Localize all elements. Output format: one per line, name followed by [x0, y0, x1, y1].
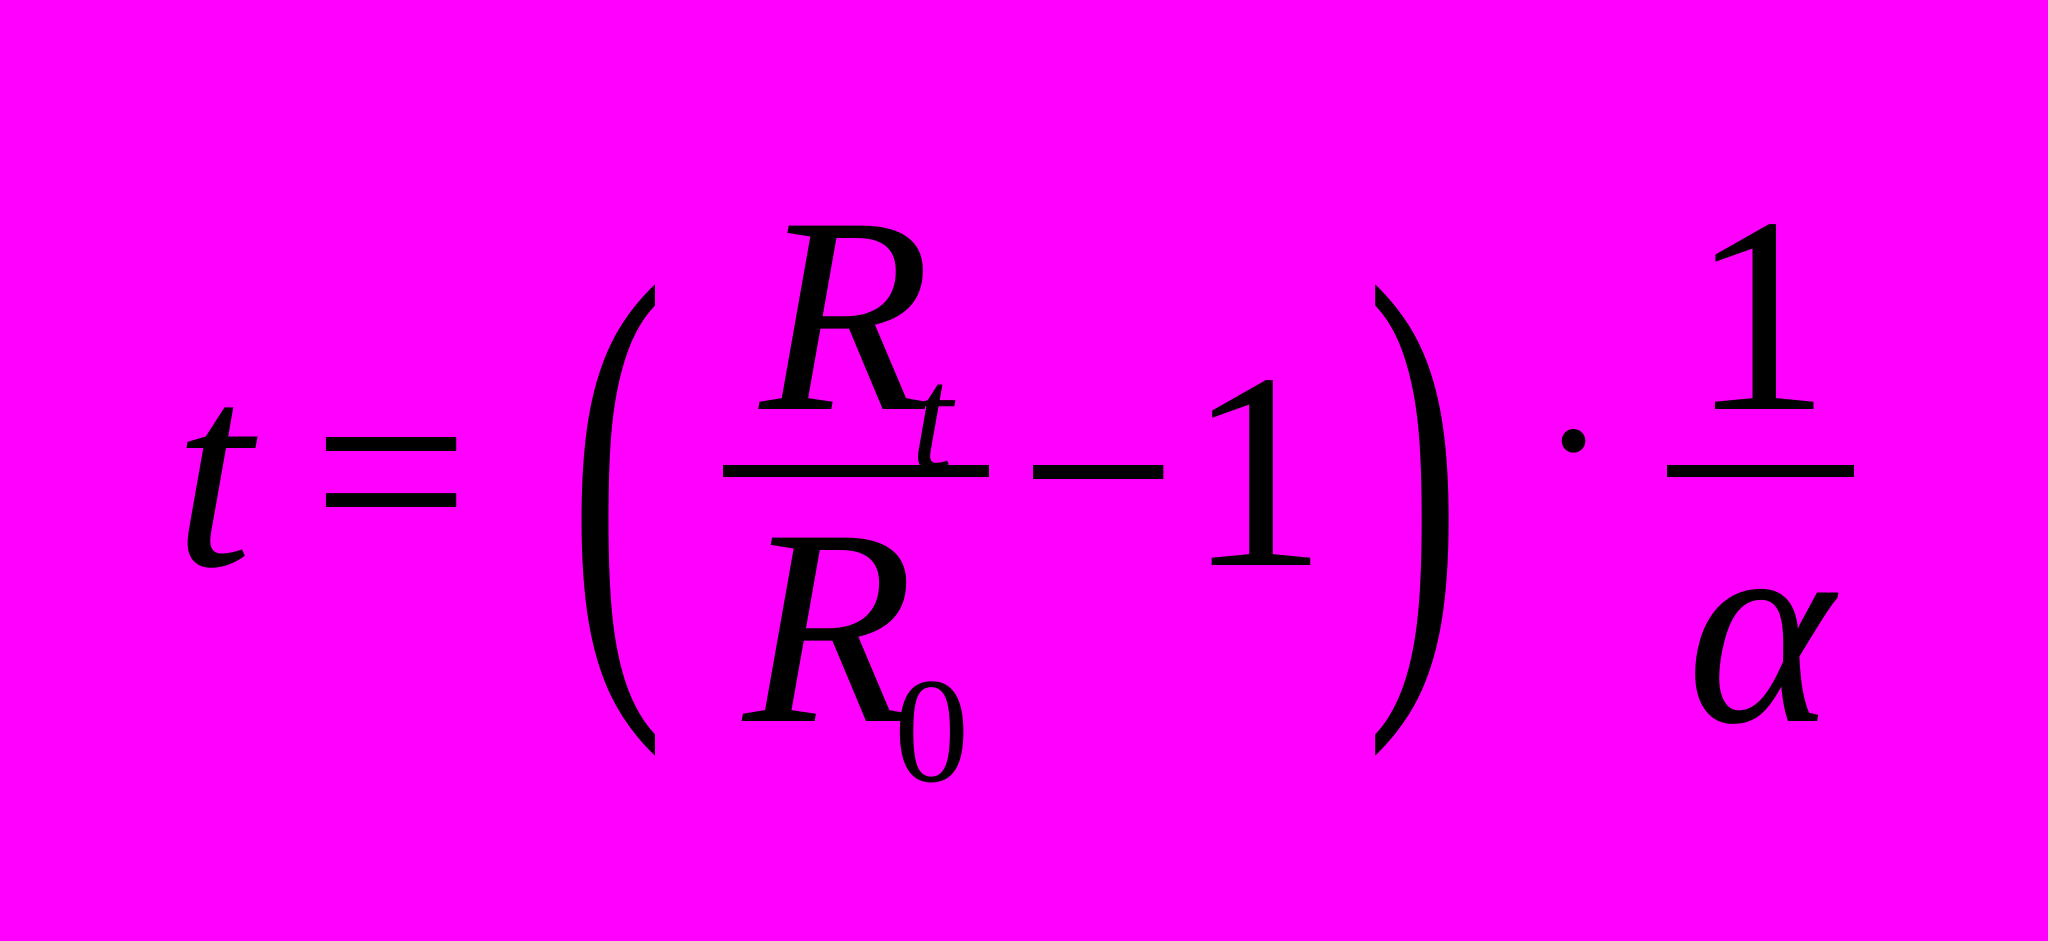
fraction-numerator: R t [740, 165, 973, 465]
equals-sign: = [312, 309, 470, 632]
number-one-a: 1 [1187, 331, 1327, 611]
variable-r-lower: R [743, 487, 914, 767]
fraction2-numerator: 1 [1670, 165, 1850, 465]
multiply-dot: · [1540, 326, 1607, 555]
equation-container: t = ( R t R 0 − 1 ) · 1 α [174, 165, 1874, 777]
variable-r-upper: R [760, 175, 931, 455]
fraction-denominator: R 0 [723, 477, 989, 777]
fraction-one-alpha: 1 α [1667, 165, 1854, 777]
subscript-t: t [911, 344, 953, 494]
minus-sign: − [1019, 309, 1177, 632]
number-one-b: 1 [1690, 175, 1830, 455]
open-paren: ( [569, 315, 664, 627]
close-paren: ) [1366, 315, 1461, 627]
variable-alpha: α [1687, 487, 1834, 767]
subscript-0: 0 [894, 656, 969, 806]
fraction-rt-r0: R t R 0 [723, 165, 989, 777]
fraction2-denominator: α [1667, 477, 1854, 777]
variable-t: t [174, 309, 252, 632]
